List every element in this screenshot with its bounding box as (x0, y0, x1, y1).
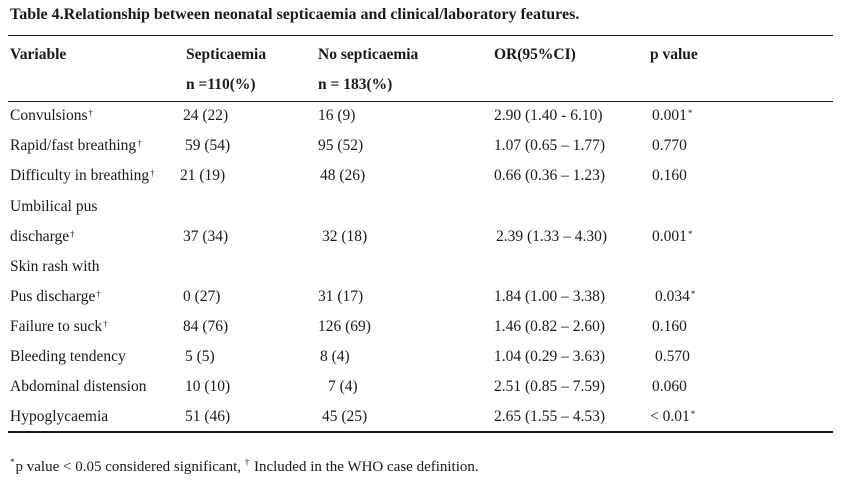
table-header-rule (8, 101, 833, 102)
row-p-value: 0.770 (652, 137, 687, 154)
row-no-septicaemia: 126 (69) (318, 318, 371, 335)
row-no-septicaemia: 45 (25) (322, 408, 368, 425)
header-septicaemia: Septicaemia (186, 46, 267, 63)
significance-mark: * (690, 409, 696, 419)
row-variable: Failure to suck† (10, 318, 108, 335)
row-p-value: < 0.01* (650, 408, 696, 425)
row-p-value: 0.570 (655, 348, 690, 365)
header-no-septicaemia: No septicaemia (318, 46, 419, 63)
footnote-star: * (10, 457, 15, 467)
row-septicaemia: 24 (22) (183, 107, 229, 124)
table-bottom-rule (8, 431, 833, 433)
dagger-mark: † (96, 289, 101, 299)
row-variable: Abdominal distension (10, 378, 147, 395)
dagger-mark: † (150, 168, 155, 178)
row-septicaemia: 84 (76) (183, 318, 229, 335)
row-variable: discharge† (10, 228, 75, 245)
row-or: 2.65 (1.55 – 4.53) (494, 408, 606, 425)
header-variable: Variable (10, 46, 67, 63)
row-or: 1.04 (0.29 – 3.63) (494, 348, 606, 365)
row-variable: Bleeding tendency (10, 348, 126, 365)
significance-mark: * (687, 229, 693, 239)
row-variable: Hypoglycaemia (10, 408, 109, 425)
row-no-septicaemia: 16 (9) (318, 107, 356, 124)
significance-mark: * (687, 108, 693, 118)
footnote-dagger: † (244, 457, 250, 467)
header-or: OR(95%CI) (494, 46, 576, 63)
table-top-rule (8, 35, 833, 36)
row-p-value: 0.160 (652, 167, 687, 184)
row-variable: Pus discharge† (10, 288, 101, 305)
row-no-septicaemia: 31 (17) (318, 288, 364, 305)
table-footnote: *p value < 0.05 considered significant, … (10, 457, 479, 475)
row-no-septicaemia: 48 (26) (320, 167, 366, 184)
row-or: 1.84 (1.00 – 3.38) (494, 288, 606, 305)
row-or: 2.51 (0.85 – 7.59) (494, 378, 606, 395)
header-septicaemia-n: n =110(%) (186, 76, 256, 93)
row-septicaemia: 10 (10) (185, 378, 231, 395)
row-p-value: 0.060 (652, 378, 687, 395)
dagger-mark: † (137, 138, 142, 148)
row-septicaemia: 59 (54) (185, 137, 231, 154)
row-or: 0.66 (0.36 – 1.23) (494, 167, 606, 184)
row-or: 1.07 (0.65 – 1.77) (494, 137, 606, 154)
row-p-value: 0.034* (655, 288, 696, 305)
row-p-value: 0.001* (652, 228, 693, 245)
row-no-septicaemia: 95 (52) (318, 137, 364, 154)
row-p-value: 0.160 (652, 318, 687, 335)
row-or: 2.39 (1.33 – 4.30) (496, 228, 608, 245)
row-p-value: 0.001* (652, 107, 693, 124)
row-septicaemia: 21 (19) (180, 167, 226, 184)
row-or: 1.46 (0.82 – 2.60) (494, 318, 606, 335)
row-or: 2.90 (1.40 - 6.10) (494, 107, 603, 124)
row-variable-line1: Umbilical pus (10, 198, 98, 215)
row-no-septicaemia: 8 (4) (320, 348, 350, 365)
dagger-mark: † (88, 108, 94, 118)
header-no-septicaemia-n: n = 183(%) (318, 76, 393, 93)
row-septicaemia: 5 (5) (185, 348, 215, 365)
significance-mark: * (690, 289, 696, 299)
row-variable: Difficulty in breathing† (10, 167, 155, 184)
dagger-mark: † (70, 229, 75, 239)
row-septicaemia: 51 (46) (185, 408, 231, 425)
row-septicaemia: 37 (34) (183, 228, 229, 245)
row-septicaemia: 0 (27) (183, 288, 221, 305)
row-variable: Convulsions† (10, 107, 94, 124)
table-title: Table 4.Relationship between neonatal se… (10, 6, 580, 23)
row-variable: Rapid/fast breathing† (10, 137, 142, 154)
row-no-septicaemia: 32 (18) (322, 228, 368, 245)
row-no-septicaemia: 7 (4) (328, 378, 358, 395)
dagger-mark: † (103, 319, 108, 329)
row-variable-line1: Skin rash with (10, 258, 100, 275)
header-p-value: p value (650, 46, 698, 63)
